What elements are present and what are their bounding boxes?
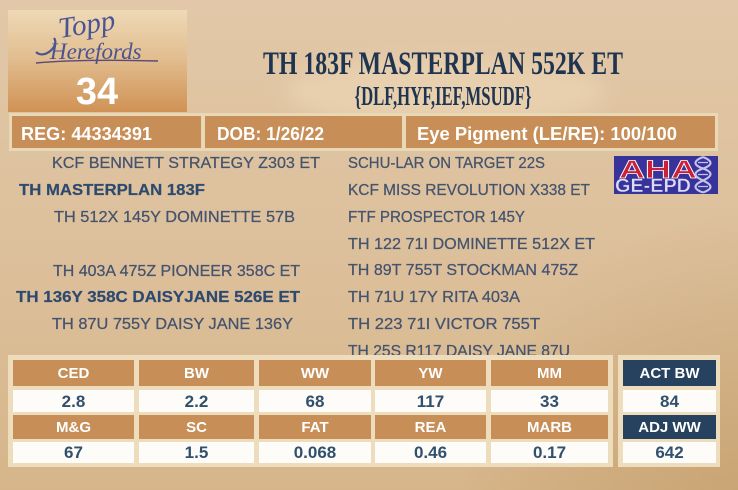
svg-text:Eye Pigment (LE/RE): 100/100: Eye Pigment (LE/RE): 100/100 <box>417 124 677 144</box>
svg-text:TH 512X 145Y DOMINETTE 57B: TH 512X 145Y DOMINETTE 57B <box>54 209 295 226</box>
svg-text:TH 71U 17Y RITA 403A: TH 71U 17Y RITA 403A <box>348 289 520 306</box>
svg-text:TH 87U 755Y DAISY JANE 136Y: TH 87U 755Y DAISY JANE 136Y <box>52 316 293 333</box>
svg-text:34: 34 <box>76 71 118 113</box>
svg-text:0.068: 0.068 <box>294 443 337 462</box>
svg-text:67: 67 <box>64 443 83 462</box>
svg-text:GE-EPD: GE-EPD <box>615 176 691 197</box>
svg-text:AHA: AHA <box>619 156 697 184</box>
svg-text:68: 68 <box>306 392 325 411</box>
svg-text:2.2: 2.2 <box>185 392 209 411</box>
svg-text:642: 642 <box>655 443 683 462</box>
svg-text:TH 122 71I DOMINETTE 512X ET: TH 122 71I DOMINETTE 512X ET <box>348 236 595 253</box>
svg-text:0.17: 0.17 <box>533 443 566 462</box>
svg-text:2.8: 2.8 <box>62 392 86 411</box>
svg-text:TH 89T 755T STOCKMAN 475Z: TH 89T 755T STOCKMAN 475Z <box>348 262 578 279</box>
svg-text:0.46: 0.46 <box>414 443 447 462</box>
svg-text:TH 136Y 358C DAISYJANE 526E ET: TH 136Y 358C DAISYJANE 526E ET <box>16 289 300 306</box>
svg-text:M&G: M&G <box>56 419 91 436</box>
svg-text:ACT BW: ACT BW <box>640 365 701 382</box>
svg-text:DOB: 1/26/22: DOB: 1/26/22 <box>217 124 324 144</box>
svg-text:KCF MISS REVOLUTION X338 ET: KCF MISS REVOLUTION X338 ET <box>348 182 590 199</box>
svg-text:MARB: MARB <box>527 419 572 436</box>
svg-text:SCHU-LAR ON TARGET 22S: SCHU-LAR ON TARGET 22S <box>348 155 545 172</box>
svg-text:TH 403A 475Z PIONEER 358C ET: TH 403A 475Z PIONEER 358C ET <box>53 263 300 280</box>
svg-text:CED: CED <box>58 365 90 382</box>
svg-text:33: 33 <box>540 392 559 411</box>
svg-text:TH MASTERPLAN 183F: TH MASTERPLAN 183F <box>19 182 205 199</box>
svg-text:ADJ WW: ADJ WW <box>638 419 701 436</box>
svg-text:84: 84 <box>660 392 679 411</box>
svg-text:YW: YW <box>418 365 443 382</box>
svg-text:{DLF,HYF,IEF,MSUDF}: {DLF,HYF,IEF,MSUDF} <box>355 81 532 111</box>
svg-text:REG: 44334391: REG: 44334391 <box>21 124 152 144</box>
svg-text:SC: SC <box>186 419 207 436</box>
svg-text:FAT: FAT <box>301 419 328 436</box>
svg-text:FTF PROSPECTOR 145Y: FTF PROSPECTOR 145Y <box>348 209 525 226</box>
svg-text:TH 183F MASTERPLAN 552K ET: TH 183F MASTERPLAN 552K ET <box>263 46 623 82</box>
svg-text:WW: WW <box>301 365 330 382</box>
svg-text:KCF BENNETT STRATEGY Z303 ET: KCF BENNETT STRATEGY Z303 ET <box>52 155 320 172</box>
svg-text:BW: BW <box>184 365 210 382</box>
svg-text:117: 117 <box>417 392 444 411</box>
svg-text:1.5: 1.5 <box>185 443 209 462</box>
svg-text:TH 223 71I VICTOR 755T: TH 223 71I VICTOR 755T <box>348 316 540 333</box>
svg-text:MM: MM <box>537 365 562 382</box>
svg-text:REA: REA <box>415 419 447 436</box>
